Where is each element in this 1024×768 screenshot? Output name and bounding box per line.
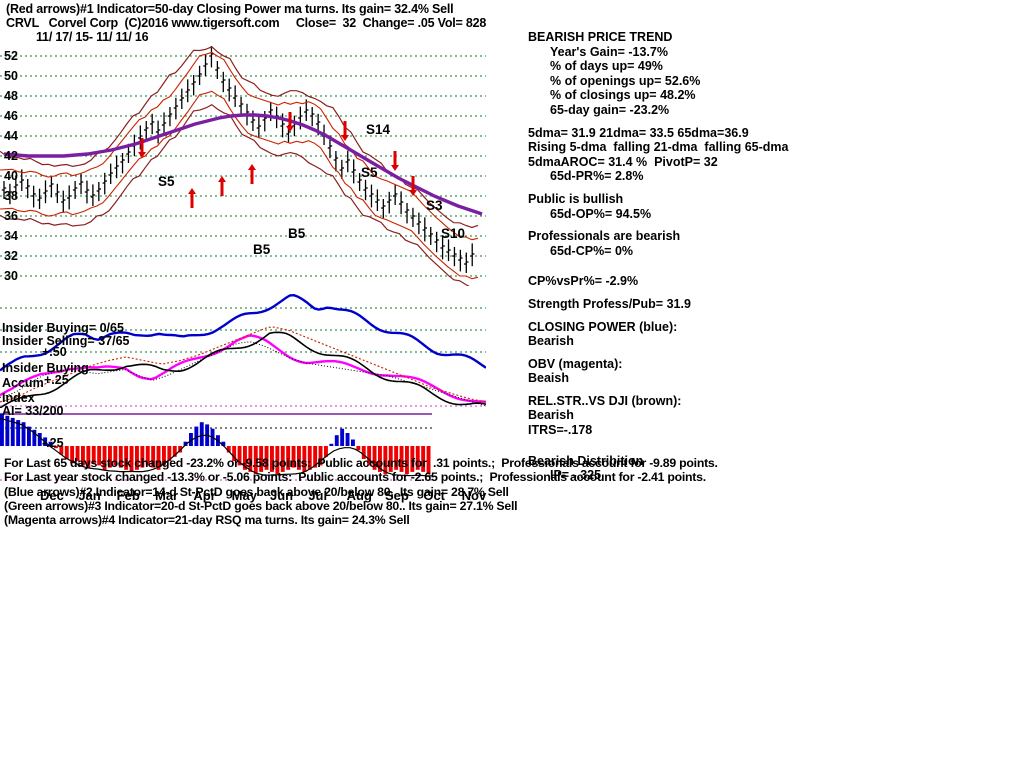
accumulation-index-chart xyxy=(0,413,432,481)
indicator-headline: (Red arrows)#1 Indicator=50-day Closing … xyxy=(6,2,454,16)
note-green-arrows: (Green arrows)#3 Indicator=20-d St-PctD … xyxy=(4,498,518,513)
openings-up: % of openings up= 52.6% xyxy=(550,73,701,88)
y-tick-50: 50 xyxy=(4,69,18,83)
dma-trend: Rising 5-dma falling 21-dma falling 65-d… xyxy=(528,140,789,155)
y-tick-52: 52 xyxy=(4,49,18,63)
professional-sentiment: Professionals are bearish xyxy=(528,229,681,244)
dma-aroc: 5dmaAROC= 31.4 % PivotP= 32 xyxy=(528,154,718,169)
x-tick-sep: Sep xyxy=(385,488,409,503)
closings-up: % of closings up= 48.2% xyxy=(550,88,696,103)
closing-power-heading: CLOSING POWER (blue): xyxy=(528,319,678,334)
y-tick-32: 32 xyxy=(4,249,18,263)
y-tick-44: 44 xyxy=(4,129,18,143)
axis-label-minus25: -.25 xyxy=(42,436,64,450)
chart-canvas[interactable]: 52 50 48 46 44 42 40 38 36 34 32 30 Dec Jan Feb Mar Apr… xyxy=(0,46,520,503)
x-tick-nov: Nov xyxy=(461,488,487,503)
date-range: 11/ 17/ 15- 11/ 11/ 16 xyxy=(36,30,149,44)
note-blue-arrows: (Blue arrows)#2 Indicator=14-d St-PctD g… xyxy=(4,484,509,499)
x-tick-mar: Mar xyxy=(155,488,179,503)
annotation-s10: S10 xyxy=(441,226,466,241)
insider-selling-count: Insider Selling= 37/65 xyxy=(2,334,130,348)
obv-heading: OBV (magenta): xyxy=(528,356,623,371)
dma-values: 5dma= 31.9 21dma= 33.5 65dma=36.9 xyxy=(528,125,749,140)
note-magenta-arrows: (Magenta arrows)#4 Indicator=21-day RSQ … xyxy=(4,513,410,528)
ai-value: AI= 33/200 xyxy=(2,404,64,418)
axis-label-plus50: +.50 xyxy=(42,345,67,359)
annotation-b5: B5 xyxy=(288,226,306,241)
distribution-status: Bearish Distribition xyxy=(528,453,644,468)
strength-ratio: Strength Profess/Pub= 31.9 xyxy=(528,296,691,311)
x-tick-jul: Jul xyxy=(308,488,328,503)
annotation-s3: S3 xyxy=(426,198,443,213)
years-gain: Year's Gain= -13.7% xyxy=(550,44,668,59)
ticker-quote-line: CRVL Corvel Corp (C)2016 www.tigersoft.c… xyxy=(6,16,487,30)
x-tick-dec: Dec xyxy=(40,488,64,503)
x-tick-jun: Jun xyxy=(270,488,294,503)
footer-notes: For Last 65 days stock changed -23.2% or… xyxy=(4,456,1014,527)
accum-label: Accum xyxy=(2,376,44,390)
op-65d: 65d-OP%= 94.5% xyxy=(550,206,652,221)
annotation-b5: B5 xyxy=(253,242,271,257)
ip-value: IP= -.325 xyxy=(550,468,602,483)
y-tick-46: 46 xyxy=(4,109,18,123)
relative-strength-heading: REL.STR..VS DJI (brown): xyxy=(528,393,682,408)
price-chart xyxy=(0,46,486,286)
x-tick-may: May xyxy=(231,488,257,503)
closing-power-value: Bearish xyxy=(528,334,574,349)
note-65-days: For Last 65 days stock changed -23.2% or… xyxy=(4,456,718,470)
y-tick-34: 34 xyxy=(4,229,18,243)
y-tick-30: 30 xyxy=(4,269,18,283)
x-tick-aug: Aug xyxy=(346,488,372,503)
annotation-s14: S14 xyxy=(366,122,391,137)
trend-title: BEARISH PRICE TREND xyxy=(528,30,673,44)
annotation-s5: S5 xyxy=(361,165,378,180)
x-tick-oct: Oct xyxy=(423,488,445,503)
public-sentiment: Public is bullish xyxy=(528,191,624,206)
insider-buying-count: Insider Buying= 0/65 xyxy=(2,321,124,335)
insider-buying-label: Insider Buying xyxy=(2,361,89,375)
cp-vs-pr: CP%vsPr%= -2.9% xyxy=(528,274,639,289)
index-label: Index xyxy=(2,391,35,405)
y-tick-48: 48 xyxy=(4,89,18,103)
obv-value: Beaish xyxy=(528,371,569,386)
x-tick-jan: Jan xyxy=(78,488,101,503)
itrs-value: ITRS=-.178 xyxy=(528,423,593,438)
x-tick-apr: Apr xyxy=(193,488,216,503)
cp-65d: 65d-CP%= 0% xyxy=(550,243,634,258)
y-tick-42: 42 xyxy=(4,149,18,163)
pr-65d: 65d-PR%= 2.8% xyxy=(550,169,644,184)
days-up: % of days up= 49% xyxy=(550,59,663,74)
x-tick-feb: Feb xyxy=(116,488,140,503)
y-tick-36: 36 xyxy=(4,209,18,223)
y-tick-38: 38 xyxy=(4,189,18,203)
analysis-panel: BEARISH PRICE TREND Year's Gain= -13.7% … xyxy=(528,30,828,483)
gain-65d: 65-day gain= -23.2% xyxy=(550,102,670,117)
relative-strength-value: Bearish xyxy=(528,408,574,423)
chart-header: (Red arrows)#1 Indicator=50-day Closing … xyxy=(6,2,706,44)
axis-label-plus25: +.25 xyxy=(44,373,69,387)
indicator-chart xyxy=(0,293,486,408)
note-last-year: For Last year stock changed -13.3% or -5… xyxy=(4,470,706,485)
y-tick-40: 40 xyxy=(4,169,18,183)
annotation-s5: S5 xyxy=(158,174,175,189)
